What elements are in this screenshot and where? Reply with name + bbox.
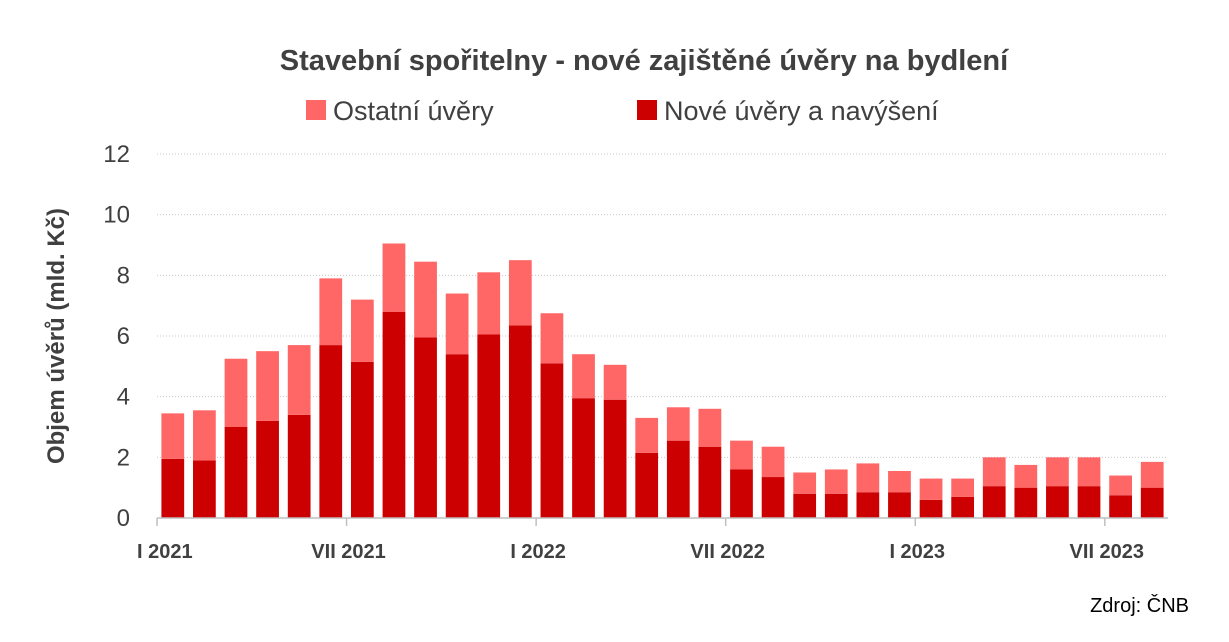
bar-ostatni-uvery <box>256 351 279 421</box>
bar-ostatni-uvery <box>635 417 659 453</box>
x-tick-labels: I 2021 VII 2021 I 2022 VII 2022 I 2023 VII 20… <box>137 518 1144 563</box>
y-tick-label: 0 <box>117 505 130 532</box>
legend-swatch-ostatni <box>306 100 326 120</box>
bar-ostatni-uvery <box>161 413 185 459</box>
y-tick-label: 4 <box>117 384 130 411</box>
y-tick-label: 10 <box>103 202 130 229</box>
bar-nove-uvery <box>1140 487 1164 518</box>
bar-nove-uvery <box>445 354 469 518</box>
bar-ostatni-uvery <box>1077 457 1101 487</box>
bar-ostatni-uvery <box>1014 464 1038 488</box>
y-tick-labels: 0 2 4 6 8 10 12 <box>103 141 130 532</box>
bar-ostatni-uvery <box>319 278 343 346</box>
bars <box>161 243 1164 518</box>
bar-ostatni-uvery <box>193 410 216 461</box>
legend: Ostatní úvěry Nové úvěry a navýšení <box>306 96 939 126</box>
bar-nove-uvery <box>319 345 343 518</box>
bar-ostatni-uvery <box>445 293 469 355</box>
bar-nove-uvery <box>1014 487 1038 518</box>
bar-ostatni-uvery <box>698 408 722 447</box>
chart-title: Stavební spořitelny - nové zajištěné úvě… <box>280 45 1009 77</box>
bar-nove-uvery <box>982 486 1006 518</box>
bar-nove-uvery <box>761 477 785 518</box>
legend-swatch-nove <box>637 100 657 120</box>
bar-nove-uvery <box>919 499 943 518</box>
bar-nove-uvery <box>414 337 437 518</box>
bar-ostatni-uvery <box>730 440 753 470</box>
bar-ostatni-uvery <box>824 469 848 494</box>
bar-ostatni-uvery <box>1109 475 1132 496</box>
bar-nove-uvery <box>730 469 753 518</box>
bar-ostatni-uvery <box>287 345 311 415</box>
bar-nove-uvery <box>603 399 627 518</box>
bar-nove-uvery <box>856 492 880 518</box>
bar-ostatni-uvery <box>1140 461 1164 488</box>
bar-nove-uvery <box>951 496 975 518</box>
bar-nove-uvery <box>161 458 185 518</box>
bar-ostatni-uvery <box>666 407 690 441</box>
bar-ostatni-uvery <box>382 243 406 312</box>
bar-nove-uvery <box>350 361 374 518</box>
bar-nove-uvery <box>382 311 406 518</box>
bar-ostatni-uvery <box>951 478 975 497</box>
bar-nove-uvery <box>793 493 817 518</box>
source-note: Zdroj: ČNB <box>1090 594 1189 617</box>
bar-nove-uvery <box>666 440 690 518</box>
bar-nove-uvery <box>635 452 659 518</box>
bar-ostatni-uvery <box>414 261 437 338</box>
bar-ostatni-uvery <box>224 358 248 427</box>
x-tick-label: I 2021 <box>137 541 193 563</box>
bar-ostatni-uvery <box>540 313 564 364</box>
bar-ostatni-uvery <box>888 470 911 493</box>
x-tick-label: VII 2022 <box>690 541 765 563</box>
bar-nove-uvery <box>824 493 848 518</box>
bar-ostatni-uvery <box>572 354 595 399</box>
y-tick-label: 12 <box>103 141 130 168</box>
bar-ostatni-uvery <box>856 463 880 493</box>
bar-nove-uvery <box>540 363 564 518</box>
bar-nove-uvery <box>224 427 248 518</box>
bar-nove-uvery <box>287 414 311 518</box>
bar-ostatni-uvery <box>603 364 627 400</box>
bar-ostatni-uvery <box>1046 457 1069 487</box>
bar-ostatni-uvery <box>477 272 501 335</box>
y-tick-label: 6 <box>117 323 130 350</box>
bar-nove-uvery <box>508 325 532 518</box>
bar-ostatni-uvery <box>919 478 943 500</box>
y-tick-label: 2 <box>117 444 130 471</box>
bar-nove-uvery <box>1046 486 1069 518</box>
bar-ostatni-uvery <box>350 299 374 362</box>
x-tick-label: I 2023 <box>889 541 945 563</box>
legend-label-nove: Nové úvěry a navýšení <box>664 96 939 126</box>
bar-ostatni-uvery <box>761 446 785 478</box>
x-tick-label: VII 2023 <box>1070 541 1145 563</box>
bar-nove-uvery <box>698 446 722 518</box>
bar-ostatni-uvery <box>793 472 817 494</box>
bar-nove-uvery <box>477 334 501 518</box>
bar-ostatni-uvery <box>508 260 532 326</box>
bar-ostatni-uvery <box>982 457 1006 487</box>
bar-nove-uvery <box>193 460 216 518</box>
y-axis-label: Objem úvěrů (mld. Kč) <box>43 208 70 464</box>
x-tick-label: VII 2021 <box>311 541 386 563</box>
bar-nove-uvery <box>888 492 911 518</box>
legend-label-ostatni: Ostatní úvěry <box>333 96 494 126</box>
bar-nove-uvery <box>1109 495 1132 518</box>
bar-nove-uvery <box>256 420 279 518</box>
bar-nove-uvery <box>1077 486 1101 518</box>
bar-nove-uvery <box>572 398 595 518</box>
x-tick-label: I 2022 <box>510 541 566 563</box>
y-tick-label: 8 <box>117 262 130 289</box>
